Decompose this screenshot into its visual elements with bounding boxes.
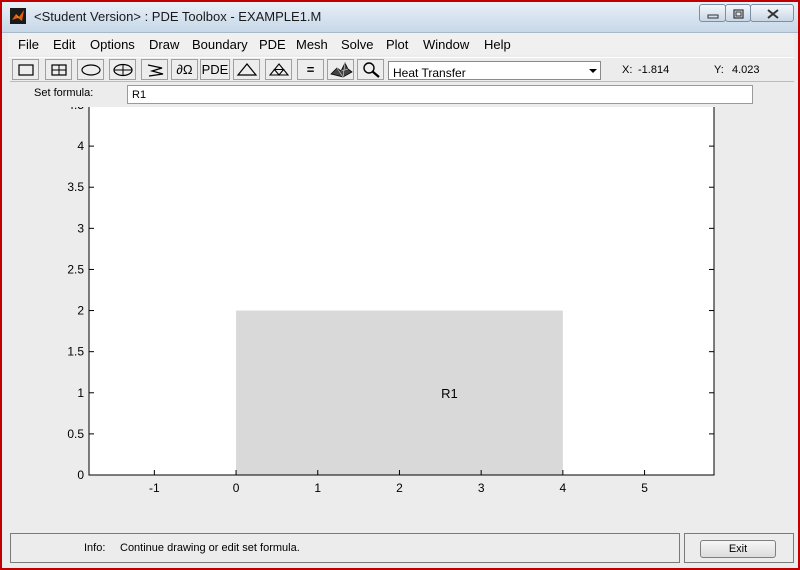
formula-label: Set formula:: [34, 87, 94, 99]
axes-frame: [88, 107, 715, 476]
init-mesh-button[interactable]: [233, 59, 260, 80]
draw-polygon-button[interactable]: [141, 59, 168, 80]
draw-ellipse-center-icon: [113, 63, 133, 77]
plot-solution-button[interactable]: [327, 59, 354, 80]
draw-ellipse-center-button[interactable]: [109, 59, 136, 80]
y-tick-label: 0.5: [67, 427, 84, 441]
x-tick-label: 4: [560, 481, 567, 495]
formula-bar: Set formula:: [10, 81, 794, 108]
application-mode-select[interactable]: Heat Transfer: [388, 61, 601, 80]
application-mode-value: Heat Transfer: [393, 66, 466, 80]
x-tick-label: 2: [396, 481, 403, 495]
menu-edit[interactable]: Edit: [53, 37, 76, 52]
menu-file[interactable]: File: [18, 37, 39, 52]
chevron-down-icon: [589, 69, 597, 73]
y-tick-label: 4: [77, 139, 84, 153]
toolbar: ∂Ω PDE = Heat Transfer X: -1.814 Y: 4.02…: [8, 57, 794, 82]
draw-rectangle-icon: [18, 64, 34, 76]
geometry-axes[interactable]: R1 -1 0 1 2 3 4 5 0 0.5 1 1.5 2 2.5 3 3.5 4 4.5: [2, 107, 798, 532]
solve-pde-button[interactable]: =: [297, 59, 324, 80]
restore-button[interactable]: [725, 4, 751, 22]
zoom-icon: [363, 62, 380, 78]
y-tick-label: 3.5: [67, 180, 84, 194]
window-title: <Student Version> : PDE Toolbox - EXAMPL…: [34, 9, 322, 24]
menu-draw[interactable]: Draw: [149, 37, 180, 52]
refine-mesh-button[interactable]: [265, 59, 292, 80]
y-tick-label: 0: [77, 468, 84, 482]
x-tick-label: -1: [149, 481, 160, 495]
pde-spec-button[interactable]: PDE: [200, 59, 230, 80]
y-tick-label: 3: [77, 221, 84, 235]
x-coord-label: X:: [622, 64, 633, 76]
draw-rectangle-center-button[interactable]: [45, 59, 72, 80]
matlab-logo-icon: [10, 8, 26, 24]
menu-window[interactable]: Window: [423, 37, 470, 52]
info-panel: Info: Continue drawing or edit set formu…: [10, 533, 680, 563]
menu-pde[interactable]: PDE: [259, 37, 286, 52]
menu-boundary[interactable]: Boundary: [192, 37, 248, 52]
close-icon: [767, 9, 779, 19]
menu-mesh[interactable]: Mesh: [296, 37, 328, 52]
boundary-mode-button[interactable]: ∂Ω: [171, 59, 198, 80]
refine-mesh-icon: [268, 63, 290, 76]
x-tick-label: 3: [478, 481, 485, 495]
exit-button[interactable]: Exit: [700, 540, 776, 558]
plot-area[interactable]: R1 -1 0 1 2 3 4 5 0 0.5 1 1.5 2 2.5 3 3.5 4 4.5: [2, 107, 798, 532]
y-tick-label: 1.5: [67, 345, 84, 359]
draw-polygon-icon: [147, 64, 164, 77]
close-button[interactable]: [750, 4, 794, 22]
y-coord-value: 4.023: [732, 64, 760, 76]
restore-icon: [733, 9, 744, 19]
x-tick-label: 1: [314, 481, 321, 495]
plot-solution-icon: [330, 62, 353, 78]
menu-help[interactable]: Help: [484, 37, 511, 52]
draw-rectangle-button[interactable]: [12, 59, 39, 80]
x-tick-label: 5: [641, 481, 648, 495]
y-tick-label: 2.5: [67, 262, 84, 276]
y-coord-label: Y:: [714, 64, 724, 76]
title-bar[interactable]: <Student Version> : PDE Toolbox - EXAMPL…: [2, 2, 798, 33]
info-label: Info:: [84, 542, 106, 554]
y-tick-label: 2: [77, 304, 84, 318]
geometry-shape-r1[interactable]: [236, 310, 563, 475]
set-formula-input[interactable]: [127, 85, 753, 104]
y-tick-label: 1: [77, 386, 84, 400]
menu-bar: File Edit Options Draw Boundary PDE Mesh…: [8, 33, 794, 55]
x-tick-label: 0: [233, 481, 240, 495]
zoom-button[interactable]: [357, 59, 384, 80]
shape-label: R1: [441, 386, 458, 401]
menu-options[interactable]: Options: [90, 37, 135, 52]
draw-ellipse-button[interactable]: [77, 59, 104, 80]
draw-ellipse-icon: [81, 64, 101, 76]
status-bar: Info: Continue drawing or edit set formu…: [10, 533, 796, 565]
info-message: Continue drawing or edit set formula.: [120, 542, 300, 554]
y-tick-label: 4.5: [67, 107, 84, 112]
menu-plot[interactable]: Plot: [386, 37, 409, 52]
menu-solve[interactable]: Solve: [341, 37, 374, 52]
minimize-icon: [707, 14, 719, 19]
exit-panel: Exit: [684, 533, 794, 563]
init-mesh-icon: [236, 63, 258, 76]
x-coord-value: -1.814: [638, 64, 670, 76]
minimize-button[interactable]: [699, 4, 726, 22]
draw-rectangle-center-icon: [51, 64, 67, 76]
